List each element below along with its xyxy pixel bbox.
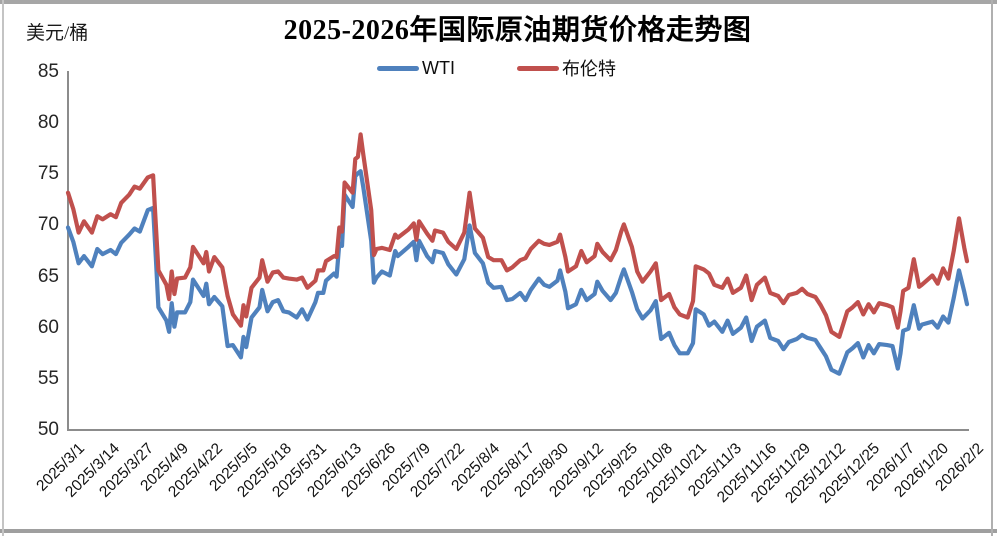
y-tick-label: 55 <box>37 367 59 389</box>
chart-title: 2025-2026年国际原油期货价格走势图 <box>283 15 752 46</box>
legend-item-brent: 布伦特 <box>517 55 616 81</box>
window-frame-top <box>0 0 997 4</box>
window-frame-bottom <box>0 529 997 533</box>
window-frame-left <box>2 0 4 536</box>
y-tick-label: 65 <box>37 265 59 287</box>
y-tick-label: 85 <box>37 61 59 82</box>
legend-item-wti: WTI <box>377 58 455 79</box>
legend: WTI 布伦特 <box>68 55 967 81</box>
legend-label-wti: WTI <box>422 57 455 78</box>
x-axis-line <box>67 429 969 431</box>
y-tick-label: 60 <box>37 316 59 338</box>
y-tick-label: 70 <box>37 214 59 236</box>
series-line-wti <box>65 169 970 376</box>
y-tick-label: 75 <box>37 163 59 185</box>
y-tick-label: 80 <box>37 112 59 134</box>
y-axis-unit-label: 美元/桶 <box>26 23 89 44</box>
y-tick-label: 50 <box>37 419 59 440</box>
series-line-brent <box>65 132 970 339</box>
legend-line-wti-icon <box>377 65 419 71</box>
window-frame-right <box>991 0 993 536</box>
legend-line-brent-icon <box>517 65 559 71</box>
y-axis-line <box>67 71 69 431</box>
legend-label-brent: 布伦特 <box>562 59 616 79</box>
